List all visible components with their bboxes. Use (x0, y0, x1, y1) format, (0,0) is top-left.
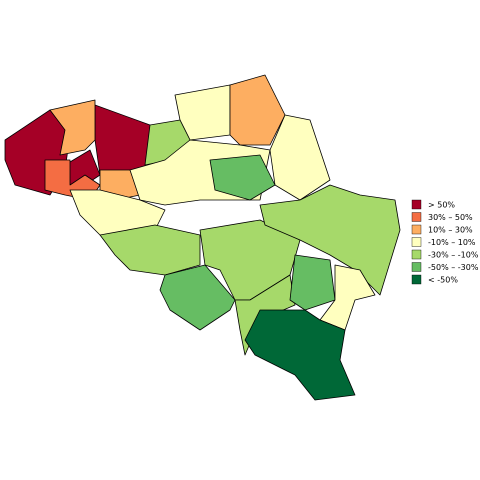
legend-swatch (411, 212, 422, 222)
region (319, 264, 376, 331)
region (244, 309, 356, 401)
region (289, 254, 336, 311)
legend-label: -50% – -30% (428, 263, 479, 272)
legend-swatch (411, 274, 422, 285)
legend-swatch (411, 249, 422, 260)
legend-label: 30% – 50% (428, 213, 473, 222)
region (159, 264, 236, 331)
legend-swatch (411, 224, 422, 235)
legend-label: < -50% (428, 276, 458, 285)
legend-label: -10% – 10% (428, 238, 476, 247)
legend-swatch (411, 262, 422, 272)
regions (4, 74, 401, 401)
legend-swatch (411, 199, 422, 210)
region (209, 154, 276, 201)
region (94, 104, 151, 176)
legend-label: -30% – -10% (428, 251, 479, 260)
region (174, 84, 231, 141)
legend: > 50% 30% – 50% 10% – 30% -10% – 10% -30% – … (411, 199, 479, 285)
legend-label: > 50% (428, 201, 455, 210)
region (229, 74, 286, 146)
legend-label: 10% – 30% (428, 226, 473, 235)
region (99, 224, 201, 276)
region (259, 184, 401, 296)
legend-swatch (411, 237, 422, 247)
region (49, 99, 96, 156)
